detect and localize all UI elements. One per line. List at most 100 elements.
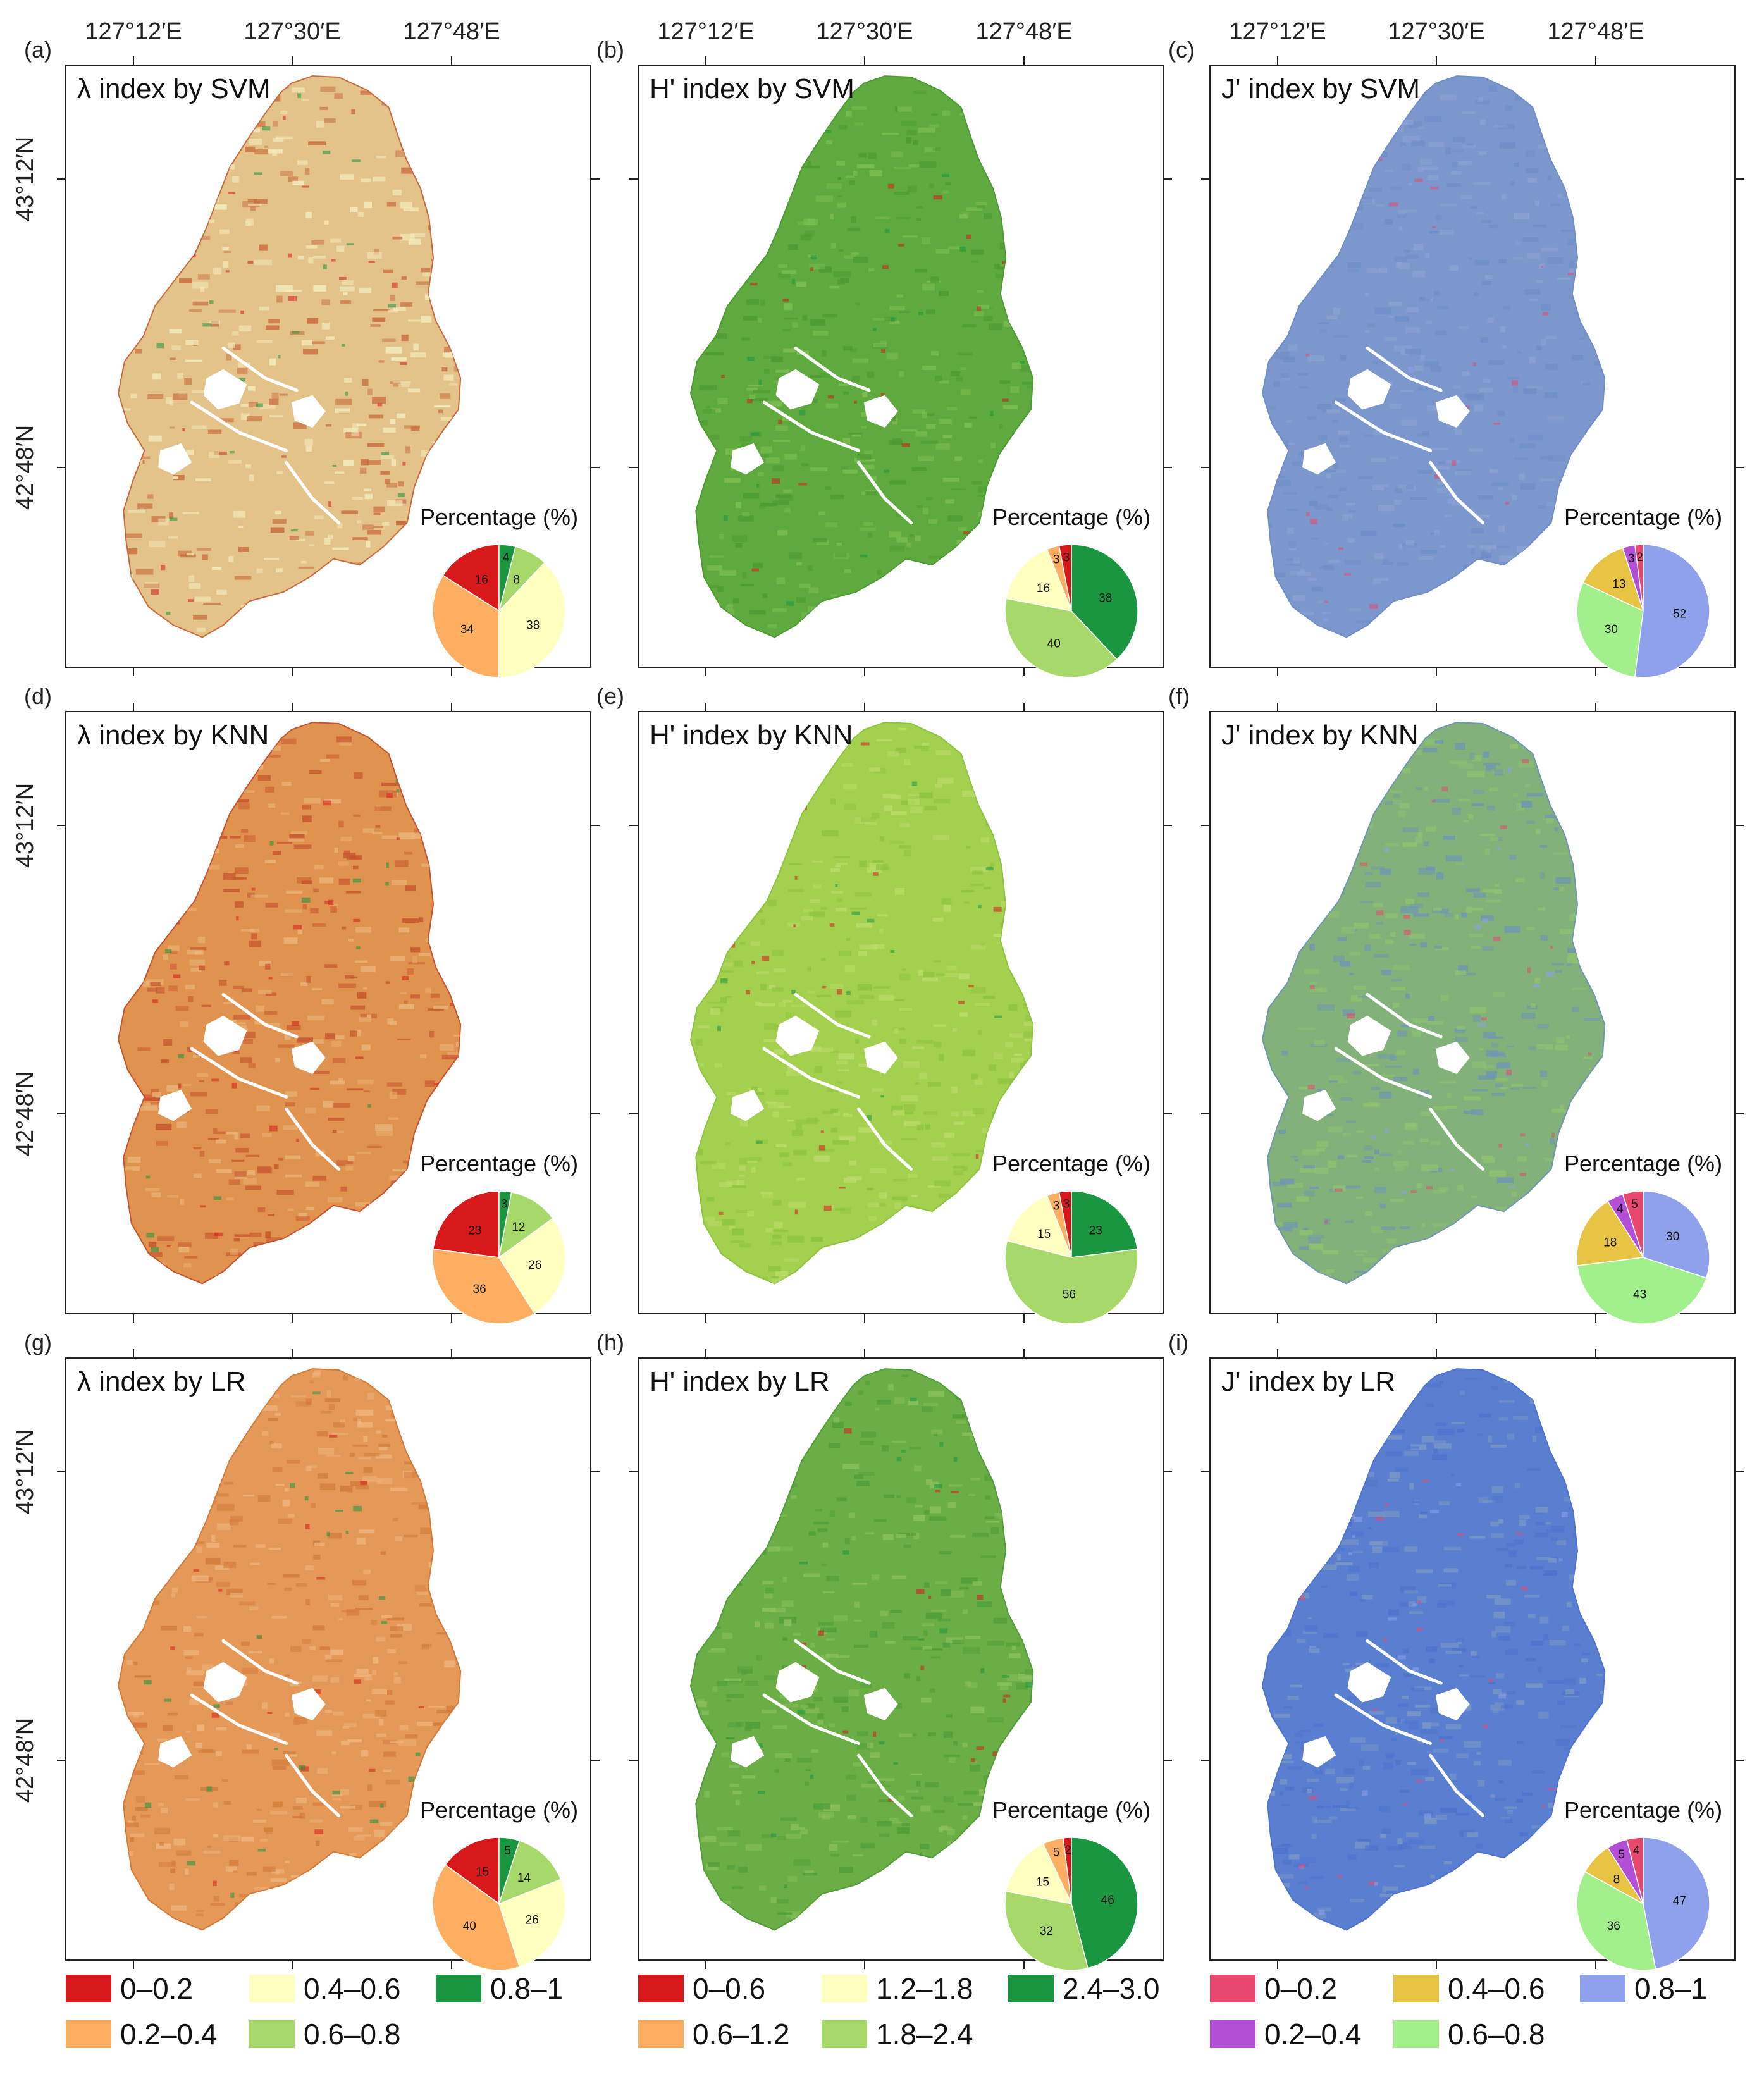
map-pixel	[900, 121, 917, 126]
map-pixel	[1439, 1081, 1457, 1083]
map-pixel	[731, 943, 736, 948]
map-pixel	[210, 1903, 225, 1906]
map-pixel	[1433, 799, 1450, 803]
map-pixel	[1407, 367, 1414, 373]
map-pixel	[880, 393, 885, 398]
map-pixel	[1300, 569, 1305, 574]
map-pixel	[367, 1014, 371, 1018]
map-pixel	[336, 245, 345, 252]
map-pixel	[1471, 1109, 1483, 1116]
map-pixel	[1340, 355, 1347, 361]
map-pixel	[962, 790, 980, 797]
map-pixel	[1371, 866, 1385, 870]
map-pixel	[772, 987, 784, 992]
map-pixel	[257, 1849, 266, 1852]
map-pixel	[1469, 448, 1483, 452]
map-pixel	[889, 416, 896, 422]
map-pixel	[1283, 1222, 1298, 1228]
map-pixel	[404, 1461, 414, 1465]
map-pixel	[913, 90, 927, 94]
map-pixel	[1417, 126, 1425, 129]
map-pixel	[235, 844, 244, 848]
map-pixel	[354, 1836, 365, 1841]
map-pixel	[826, 1638, 835, 1641]
map-pixel	[385, 1780, 400, 1785]
map-pixel	[166, 1085, 178, 1092]
map-pixel	[1505, 502, 1510, 505]
map-pixel	[372, 317, 386, 322]
map-pixel	[759, 1743, 763, 1748]
map-pixel	[1477, 495, 1493, 500]
map-pixel	[1433, 1223, 1447, 1227]
no-data-area	[1302, 1089, 1336, 1121]
map-pixel	[1393, 1161, 1409, 1166]
map-pixel	[441, 1054, 459, 1060]
map-pixel	[241, 988, 252, 992]
map-pixel	[221, 1779, 228, 1782]
map-pixel	[1544, 1158, 1562, 1162]
map-pixel	[1390, 404, 1401, 409]
map-pixel	[1467, 143, 1474, 146]
map-pixel	[725, 996, 732, 998]
map-pixel	[398, 481, 404, 487]
map-pixel	[295, 1216, 311, 1221]
map-pixel	[1539, 845, 1548, 848]
map-pixel	[193, 1569, 199, 1572]
map-pixel	[363, 987, 367, 990]
map-pixel	[1473, 892, 1486, 898]
map-pixel	[923, 1111, 938, 1115]
map-pixel	[834, 553, 849, 560]
map-pixel	[128, 1770, 145, 1775]
map-pixel	[847, 1815, 856, 1820]
map-pixel	[952, 1639, 964, 1644]
no-data-area	[775, 1662, 820, 1703]
map-pixel	[858, 1390, 863, 1395]
map-pixel	[1427, 175, 1439, 181]
map-pixel	[1509, 744, 1519, 749]
map-pixel	[268, 319, 280, 324]
map-pixel	[796, 1123, 802, 1130]
map-pixel	[193, 1054, 200, 1058]
map-pixel	[1400, 803, 1410, 809]
map-pixel	[897, 106, 912, 112]
map-pixel	[801, 1665, 806, 1669]
map-pixel	[888, 1798, 894, 1802]
map-pixel	[355, 1608, 373, 1610]
map-pixel	[1481, 1156, 1493, 1159]
map-pixel	[822, 1563, 827, 1566]
map-pixel	[867, 867, 882, 873]
map-pixel	[993, 1052, 1003, 1059]
map-pixel	[223, 1562, 237, 1569]
map-pixel	[1497, 1177, 1514, 1183]
map-pixel	[751, 1167, 756, 1173]
map-pixel	[384, 479, 390, 484]
map-pixel	[977, 290, 984, 293]
map-pixel	[796, 597, 806, 603]
map-pixel	[942, 110, 951, 116]
map-pixel	[373, 512, 381, 515]
map-pixel	[877, 569, 882, 576]
map-pixel	[1378, 1074, 1395, 1077]
longitude-label-top: 127°30′E	[244, 18, 340, 45]
map-pixel	[910, 1773, 922, 1775]
map-pixel	[1534, 201, 1539, 206]
map-pixel	[205, 1232, 218, 1239]
map-pixel	[305, 1466, 312, 1471]
map-pixel	[390, 294, 395, 301]
map-pixel	[1337, 1155, 1345, 1159]
map-pixel	[1481, 550, 1488, 557]
map-pixel	[985, 867, 994, 871]
map-pixel	[957, 1803, 973, 1806]
map-pixel	[956, 376, 963, 382]
map-pixel	[188, 583, 201, 589]
map-pixel	[920, 1805, 931, 1812]
map-pixel	[810, 467, 828, 471]
map-pixel	[1469, 753, 1475, 760]
map-pixel	[994, 1512, 1004, 1519]
map-pixel	[857, 984, 872, 991]
map-pixel	[723, 515, 728, 521]
map-pixel	[1462, 371, 1470, 376]
map-pixel	[1381, 970, 1391, 975]
